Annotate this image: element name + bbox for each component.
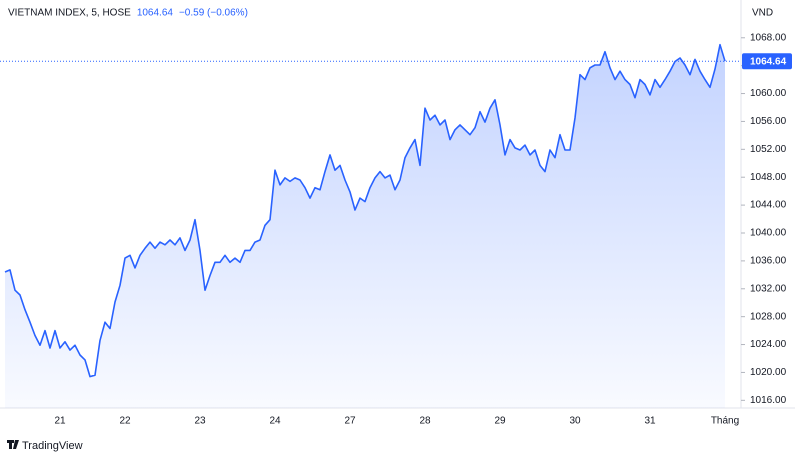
x-tick-label: 22 — [119, 416, 131, 427]
y-tick-label: 1020.00 — [750, 367, 787, 378]
y-tick-label: 1024.00 — [750, 339, 787, 350]
x-tick-label: Tháng — [711, 416, 739, 427]
y-tick-label: 1036.00 — [750, 256, 787, 267]
y-tick-label: 1044.00 — [750, 200, 787, 211]
y-tick-label: 1060.00 — [750, 88, 787, 99]
unit-label: VND — [752, 8, 773, 19]
line — [4, 43, 726, 378]
logo — [7, 440, 19, 449]
y-tick-label: 1052.00 — [750, 144, 787, 155]
y-tick-label: 1048.00 — [750, 172, 787, 183]
area — [5, 44, 725, 408]
y-tick-label: 1068.00 — [750, 32, 787, 43]
price-badge — [742, 53, 792, 70]
x-tick-label: 23 — [194, 416, 206, 427]
brand: TradingView — [22, 440, 83, 452]
x-tick-label: 24 — [269, 416, 281, 427]
y-tick-label: 1028.00 — [750, 311, 787, 322]
x-tick-label: 31 — [644, 416, 656, 427]
y-tick-label: 1016.00 — [750, 395, 787, 406]
x-tick-label: 27 — [344, 416, 356, 427]
y-tick-label: 1040.00 — [750, 228, 787, 239]
x-tick-label: 30 — [569, 416, 581, 427]
x-tick-label: 29 — [494, 416, 506, 427]
plot — [4, 43, 726, 408]
chart-title: VIETNAM INDEX, 5, HOSE — [8, 8, 131, 19]
price-badge-label: 1064.64 — [750, 56, 787, 67]
x-tick-label: 21 — [54, 416, 66, 427]
x-tick-label: 28 — [419, 416, 431, 427]
y-tick-label: 1032.00 — [750, 283, 787, 294]
last-price: 1064.64 — [137, 8, 174, 19]
y-tick-label: 1056.00 — [750, 116, 787, 127]
price-change: −0.59 (−0.06%) — [179, 8, 248, 19]
